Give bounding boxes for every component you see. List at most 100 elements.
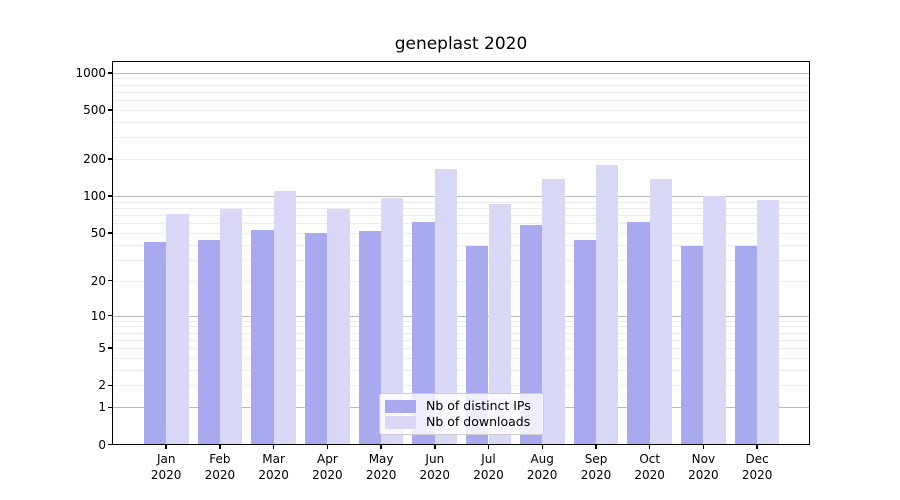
gridline [113, 91, 809, 93]
x-tick-label: May 2020 [365, 452, 397, 482]
x-axis-tick [165, 444, 167, 449]
legend-swatch-distinct-ips [385, 399, 416, 413]
x-tick-label: Mar 2020 [258, 452, 289, 482]
legend-row-downloads: Nb of downloads [385, 415, 535, 429]
gridline [113, 201, 809, 203]
y-axis-tick [108, 232, 112, 234]
x-axis-tick [219, 444, 221, 449]
gridline [113, 385, 809, 387]
y-axis-tick [108, 279, 112, 282]
bar-downloads-jun [434, 168, 458, 445]
legend-label-distinct-ips: Nb of distinct IPs [426, 398, 531, 413]
y-axis-tick [108, 347, 112, 349]
y-tick-label: 1000 [75, 65, 106, 80]
bar-ips-apr [305, 232, 328, 445]
bar-ips-jun [412, 222, 435, 445]
y-tick-label: 500 [83, 103, 106, 117]
gridline [113, 280, 809, 282]
gridline [113, 357, 809, 359]
x-tick-label: Oct 2020 [634, 452, 665, 482]
x-axis-tick [434, 444, 436, 449]
gridline-major [113, 72, 809, 74]
x-axis-tick [648, 444, 651, 449]
y-tick-label: 10 [90, 308, 106, 323]
x-tick-label: Jul 2020 [473, 452, 504, 482]
bar-downloads-aug [542, 179, 565, 445]
bar-ips-sep [573, 239, 596, 445]
x-tick-label: Sep 2020 [580, 452, 612, 482]
y-tick-label: 50 [90, 225, 106, 240]
y-axis-tick [108, 443, 112, 446]
chart-title: geneplast 2020 [394, 34, 528, 54]
bar-downloads-may [381, 197, 404, 445]
bar-ips-jan [143, 242, 167, 445]
legend-swatch-downloads [385, 415, 416, 429]
gridline [113, 320, 809, 322]
x-tick-label: Apr 2020 [312, 452, 343, 482]
bar-ips-feb [197, 239, 220, 445]
legend: Nb of distinct IPs Nb of downloads [379, 393, 544, 435]
gridline [113, 259, 809, 261]
bar-ips-aug [519, 225, 543, 445]
bar-downloads-dec [757, 199, 780, 445]
gridline [113, 78, 809, 80]
y-tick-label: 5 [98, 341, 106, 356]
x-tick-label: Aug 2020 [526, 452, 558, 482]
gridline [113, 339, 809, 341]
gridline [113, 159, 809, 161]
y-tick-label: 100 [83, 189, 106, 204]
bar-downloads-feb [219, 209, 243, 445]
x-axis-tick [702, 444, 705, 449]
gridline [113, 122, 809, 123]
x-axis-tick [595, 444, 597, 449]
bar-downloads-jul [488, 204, 511, 445]
y-axis-tick [108, 195, 112, 197]
gridline [113, 100, 809, 102]
gridline [113, 223, 809, 225]
y-axis-tick [108, 109, 112, 111]
y-tick-label: 0 [98, 437, 106, 452]
bar-ips-dec [734, 246, 758, 445]
gridline [113, 326, 809, 328]
bar-downloads-sep [596, 164, 619, 445]
gridline-major [113, 196, 809, 198]
bar-downloads-apr [327, 209, 350, 445]
legend-label-downloads: Nb of downloads [426, 414, 531, 429]
x-tick-label: Jan 2020 [150, 452, 182, 482]
y-axis-tick [108, 72, 112, 74]
bar-ips-may [358, 230, 382, 445]
x-axis-tick [326, 444, 329, 449]
legend-row-distinct-ips: Nb of distinct IPs [385, 399, 535, 413]
bar-downloads-oct [649, 179, 673, 445]
x-tick-label: Feb 2020 [204, 452, 236, 482]
y-axis-tick [108, 158, 112, 160]
y-tick-label: 1 [98, 400, 106, 415]
x-axis-tick [756, 444, 758, 449]
bar-ips-mar [251, 229, 274, 445]
x-axis-tick [487, 444, 490, 449]
bar-ips-oct [627, 222, 650, 445]
gridline [113, 244, 809, 246]
y-axis-tick [108, 314, 112, 317]
y-tick-label: 2 [98, 378, 106, 393]
gridline [113, 232, 809, 234]
bar-downloads-nov [703, 196, 726, 445]
bar-downloads-mar [273, 191, 296, 445]
gridline [113, 332, 809, 334]
bar-downloads-jan [166, 213, 189, 445]
y-axis-tick [108, 384, 112, 387]
y-tick-label: 20 [90, 273, 106, 288]
gridline-major [113, 315, 809, 317]
x-tick-label: Jun 2020 [419, 452, 451, 482]
y-axis-tick [108, 406, 112, 408]
y-tick-label: 200 [83, 152, 106, 167]
gridline [113, 137, 809, 139]
x-tick-label: Nov 2020 [688, 452, 719, 482]
x-tick-label: Dec 2020 [741, 452, 773, 482]
gridline [113, 348, 809, 350]
bar-ips-nov [681, 246, 704, 445]
x-axis-tick [272, 444, 275, 449]
gridline [113, 369, 809, 371]
x-axis-tick [380, 444, 382, 449]
